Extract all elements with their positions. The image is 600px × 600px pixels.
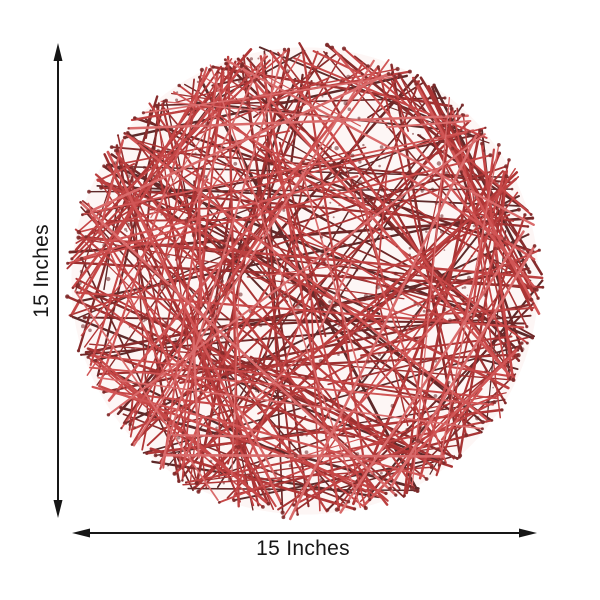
placemat-photo [65, 42, 545, 521]
arrow-right-icon [519, 528, 537, 538]
width-label: 15 Inches [256, 537, 350, 560]
width-dimension-arrow [72, 528, 537, 538]
arrow-up-icon [53, 43, 63, 61]
height-dimension-arrow [53, 43, 63, 518]
height-label: 15 Inches [30, 224, 53, 318]
arrow-down-icon [53, 500, 63, 518]
arrow-left-icon [72, 528, 90, 538]
